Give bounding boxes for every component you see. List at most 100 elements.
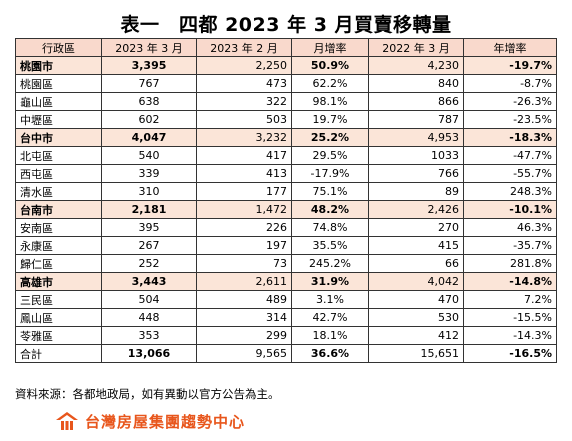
yoy-rate-cell: -8.7% (463, 74, 557, 93)
mar-2023-cell: 540 (101, 146, 197, 165)
district-row: 三民區 504 489 3.1% 470 7.2% (15, 290, 557, 309)
feb-2023-cell: 9,565 (196, 344, 292, 363)
district-name-cell: 高雄市 (15, 272, 102, 291)
source-note: 資料來源：各都地政局，如有異動以官方公告為主。 (15, 387, 280, 401)
district-row: 安南區 395 226 74.8% 270 46.3% (15, 218, 557, 237)
district-name-cell: 苓雅區 (15, 326, 102, 345)
mar-2023-cell: 448 (101, 308, 197, 327)
mar-2023-cell: 767 (101, 74, 197, 93)
district-row: 苓雅區 353 299 18.1% 412 -14.3% (15, 326, 557, 345)
header-2023-mar: 2023 年 3 月 (101, 38, 197, 57)
mar-2022-cell: 866 (368, 92, 464, 111)
district-row: 永康區 267 197 35.5% 415 -35.7% (15, 236, 557, 255)
mar-2022-cell: 530 (368, 308, 464, 327)
feb-2023-cell: 2,611 (196, 272, 292, 291)
district-row: 中壢區 602 503 19.7% 787 -23.5% (15, 110, 557, 129)
mar-2023-cell: 638 (101, 92, 197, 111)
table-header-row: 行政區 2023 年 3 月 2023 年 2 月 月增率 2022 年 3 月… (15, 38, 557, 57)
feb-2023-cell: 177 (196, 182, 292, 201)
district-row: 鳳山區 448 314 42.7% 530 -15.5% (15, 308, 557, 327)
city-row: 桃園市 3,395 2,250 50.9% 4,230 -19.7% (15, 56, 557, 75)
yoy-rate-cell: -55.7% (463, 164, 557, 183)
yoy-rate-cell: 7.2% (463, 290, 557, 309)
district-row: 龜山區 638 322 98.1% 866 -26.3% (15, 92, 557, 111)
mar-2022-cell: 15,651 (368, 344, 464, 363)
total-row: 合計 13,066 9,565 36.6% 15,651 -16.5% (15, 344, 557, 363)
district-row: 桃園區 767 473 62.2% 840 -8.7% (15, 74, 557, 93)
mom-rate-cell: 3.1% (291, 290, 369, 309)
mom-rate-cell: -17.9% (291, 164, 369, 183)
mom-rate-cell: 31.9% (291, 272, 369, 291)
yoy-rate-cell: -10.1% (463, 200, 557, 219)
yoy-rate-cell: -15.5% (463, 308, 557, 327)
yoy-rate-cell: -35.7% (463, 236, 557, 255)
yoy-rate-cell: 248.3% (463, 182, 557, 201)
mom-rate-cell: 35.5% (291, 236, 369, 255)
feb-2023-cell: 417 (196, 146, 292, 165)
feb-2023-cell: 314 (196, 308, 292, 327)
mom-rate-cell: 25.2% (291, 128, 369, 147)
city-row: 高雄市 3,443 2,611 31.9% 4,042 -14.8% (15, 272, 557, 291)
feb-2023-cell: 226 (196, 218, 292, 237)
district-name-cell: 中壢區 (15, 110, 102, 129)
mar-2022-cell: 66 (368, 254, 464, 273)
feb-2023-cell: 413 (196, 164, 292, 183)
mom-rate-cell: 29.5% (291, 146, 369, 165)
mar-2022-cell: 270 (368, 218, 464, 237)
district-name-cell: 鳳山區 (15, 308, 102, 327)
mom-rate-cell: 62.2% (291, 74, 369, 93)
yoy-rate-cell: 46.3% (463, 218, 557, 237)
district-name-cell: 龜山區 (15, 92, 102, 111)
feb-2023-cell: 473 (196, 74, 292, 93)
mar-2023-cell: 13,066 (101, 344, 197, 363)
district-name-cell: 安南區 (15, 218, 102, 237)
mar-2023-cell: 353 (101, 326, 197, 345)
mar-2022-cell: 412 (368, 326, 464, 345)
mar-2023-cell: 2,181 (101, 200, 197, 219)
transfer-volume-table: 行政區 2023 年 3 月 2023 年 2 月 月增率 2022 年 3 月… (15, 38, 557, 363)
yoy-rate-cell: -18.3% (463, 128, 557, 147)
mar-2023-cell: 395 (101, 218, 197, 237)
mom-rate-cell: 74.8% (291, 218, 369, 237)
header-2022-mar: 2022 年 3 月 (368, 38, 464, 57)
mar-2022-cell: 4,042 (368, 272, 464, 291)
mom-rate-cell: 42.7% (291, 308, 369, 327)
mar-2022-cell: 415 (368, 236, 464, 255)
mar-2022-cell: 89 (368, 182, 464, 201)
mar-2022-cell: 470 (368, 290, 464, 309)
feb-2023-cell: 197 (196, 236, 292, 255)
mar-2022-cell: 840 (368, 74, 464, 93)
feb-2023-cell: 503 (196, 110, 292, 129)
district-name-cell: 歸仁區 (15, 254, 102, 273)
mar-2022-cell: 1033 (368, 146, 464, 165)
mom-rate-cell: 36.6% (291, 344, 369, 363)
feb-2023-cell: 2,250 (196, 56, 292, 75)
feb-2023-cell: 3,232 (196, 128, 292, 147)
district-name-cell: 台中市 (15, 128, 102, 147)
table-title: 表一 四都 2023 年 3 月買賣移轉量 (120, 14, 452, 36)
feb-2023-cell: 299 (196, 326, 292, 345)
district-row: 歸仁區 252 73 245.2% 66 281.8% (15, 254, 557, 273)
yoy-rate-cell: -47.7% (463, 146, 557, 165)
district-name-cell: 北屯區 (15, 146, 102, 165)
mar-2022-cell: 2,426 (368, 200, 464, 219)
mar-2023-cell: 252 (101, 254, 197, 273)
mar-2023-cell: 3,443 (101, 272, 197, 291)
yoy-rate-cell: 281.8% (463, 254, 557, 273)
mar-2022-cell: 4,230 (368, 56, 464, 75)
feb-2023-cell: 73 (196, 254, 292, 273)
district-name-cell: 桃園市 (15, 56, 102, 75)
district-name-cell: 三民區 (15, 290, 102, 309)
mom-rate-cell: 19.7% (291, 110, 369, 129)
mom-rate-cell: 245.2% (291, 254, 369, 273)
mom-rate-cell: 98.1% (291, 92, 369, 111)
feb-2023-cell: 322 (196, 92, 292, 111)
city-row: 台中市 4,047 3,232 25.2% 4,953 -18.3% (15, 128, 557, 147)
mar-2023-cell: 4,047 (101, 128, 197, 147)
feb-2023-cell: 1,472 (196, 200, 292, 219)
mar-2023-cell: 267 (101, 236, 197, 255)
district-name-cell: 合計 (15, 344, 102, 363)
taiwan-realty-logo-icon (55, 411, 79, 431)
mom-rate-cell: 48.2% (291, 200, 369, 219)
header-district: 行政區 (15, 38, 102, 57)
